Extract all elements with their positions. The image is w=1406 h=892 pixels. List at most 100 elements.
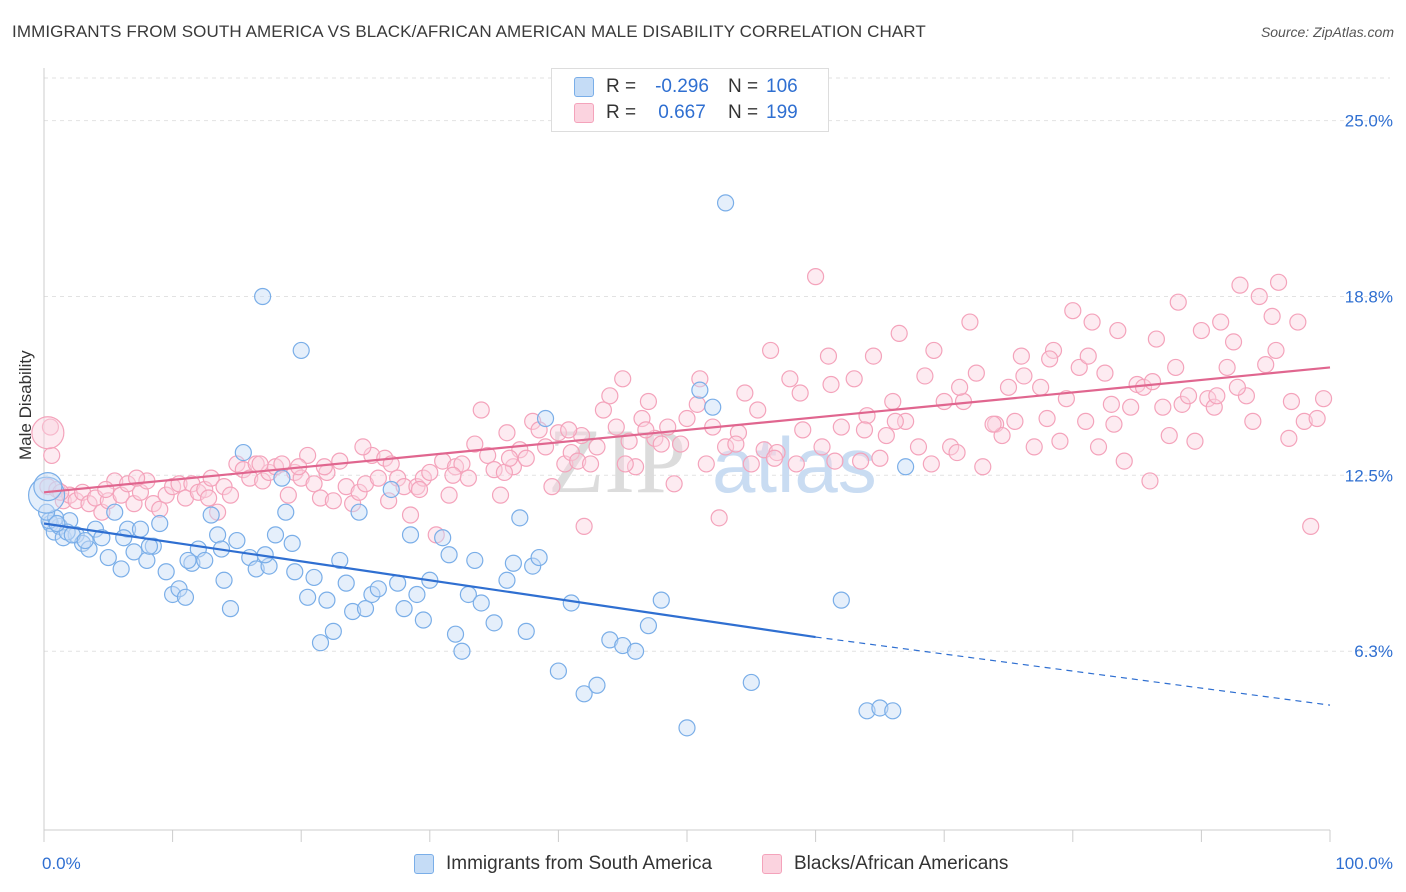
blacks-point xyxy=(1267,341,1285,360)
blacks-point xyxy=(524,412,542,430)
immigrants-point xyxy=(37,503,56,521)
blacks-point xyxy=(1282,392,1301,411)
immigrants-point xyxy=(742,673,760,692)
blacks-point xyxy=(1143,373,1162,391)
immigrants-point xyxy=(389,574,407,592)
legend-swatch-pink xyxy=(574,103,594,123)
immigrants-point xyxy=(530,548,548,567)
blacks-point xyxy=(1160,426,1178,445)
immigrants-point xyxy=(536,409,555,428)
blacks-point xyxy=(858,407,876,425)
blacks-point xyxy=(1244,412,1262,430)
blacks-point xyxy=(1102,395,1120,413)
blacks-point xyxy=(1147,330,1165,348)
tick-labels: 6.3% 12.5% 18.8% 25.0% 0.0% 100.0% xyxy=(42,112,1393,873)
immigrants-point xyxy=(524,557,542,575)
blacks-point xyxy=(157,486,175,504)
blacks-point xyxy=(331,452,349,470)
immigrants-point xyxy=(639,617,658,635)
immigrants-point xyxy=(221,600,240,618)
blacks-point xyxy=(1257,356,1275,374)
immigrants-point xyxy=(652,591,670,609)
immigrants-point xyxy=(401,526,420,544)
blacks-point xyxy=(1070,358,1088,377)
blacks-point xyxy=(925,341,943,360)
blacks-point xyxy=(819,347,838,365)
immigrants-point xyxy=(144,537,162,555)
blacks-point xyxy=(822,375,840,394)
y-tick-label: 6.3% xyxy=(1354,642,1393,661)
blacks-point xyxy=(832,418,850,436)
immigrants-point xyxy=(498,571,516,589)
blacks-point xyxy=(1115,452,1133,470)
blacks-point-large xyxy=(31,416,65,450)
blacks-point xyxy=(620,432,638,450)
immigrants-point xyxy=(202,506,220,524)
blacks-point xyxy=(560,421,578,439)
blacks-point xyxy=(1224,333,1243,351)
immigrants-point xyxy=(575,685,593,703)
immigrants-point xyxy=(209,526,227,544)
blacks-point xyxy=(97,480,115,499)
immigrants-point xyxy=(324,622,342,640)
immigrants-point xyxy=(344,602,362,621)
blacks-point xyxy=(1308,409,1326,428)
immigrants-point xyxy=(858,702,876,720)
blacks-point xyxy=(1044,341,1063,360)
blacks-point xyxy=(410,480,429,499)
blacks-point xyxy=(616,455,634,473)
immigrants-point xyxy=(884,702,902,720)
blacks-point xyxy=(594,401,613,419)
blacks-point xyxy=(614,370,632,388)
immigrants-point xyxy=(277,503,295,521)
blacks-point xyxy=(916,367,934,385)
blacks-point xyxy=(67,492,85,510)
blacks-point xyxy=(1012,347,1030,365)
immigrants-point xyxy=(704,398,722,416)
blacks-point xyxy=(727,435,745,453)
blacks-point xyxy=(984,415,1002,433)
blacks-point xyxy=(1122,398,1140,416)
immigrants-point xyxy=(356,600,375,618)
blacks-point xyxy=(151,500,169,518)
blacks-point xyxy=(504,458,522,476)
y-tick-label: 18.8% xyxy=(1345,288,1393,307)
immigrants-point xyxy=(215,571,233,589)
blacks-point xyxy=(1079,347,1097,365)
immigrants-point xyxy=(395,600,413,618)
blacks-point xyxy=(1015,367,1033,385)
blacks-point xyxy=(517,449,535,467)
immigrants-point xyxy=(318,591,336,609)
blacks-point xyxy=(251,455,269,473)
zipatlas-watermark: ZIP atlas xyxy=(548,410,877,512)
immigrants-point xyxy=(254,287,272,306)
bottom-legend-immigrants: Immigrants from South America xyxy=(414,851,712,877)
blacks-point xyxy=(279,486,297,504)
legend-r-value: 0.667 xyxy=(658,102,706,123)
legend-n-value: 106 xyxy=(766,76,798,97)
immigrants-point xyxy=(549,662,568,680)
legend-n-label: N = xyxy=(728,76,759,97)
blacks-point xyxy=(993,426,1011,445)
blacks-point xyxy=(315,458,333,476)
blacks-point xyxy=(1263,307,1281,325)
blacks-point xyxy=(305,475,323,493)
blacks-point xyxy=(1231,276,1249,294)
blacks-point xyxy=(884,392,902,411)
blacks-point xyxy=(491,486,510,504)
immigrants-point xyxy=(897,458,915,476)
legend-row-blacks: R = 0.667 N = 199 xyxy=(574,100,798,126)
blacks-point xyxy=(569,452,587,470)
x-tick-label: 100.0% xyxy=(1335,854,1393,873)
blacks-point xyxy=(1038,409,1056,428)
axes xyxy=(43,68,1331,842)
blacks-point xyxy=(1295,412,1313,430)
blacks-point xyxy=(922,455,940,473)
trend-line-immigrants xyxy=(43,522,816,639)
legend-r-value: -0.296 xyxy=(655,76,709,97)
blacks-point xyxy=(200,489,218,507)
x-tick-label: 0.0% xyxy=(42,854,81,873)
blacks-point xyxy=(1105,415,1123,433)
blacks-point xyxy=(813,438,831,456)
blacks-point xyxy=(864,347,883,365)
